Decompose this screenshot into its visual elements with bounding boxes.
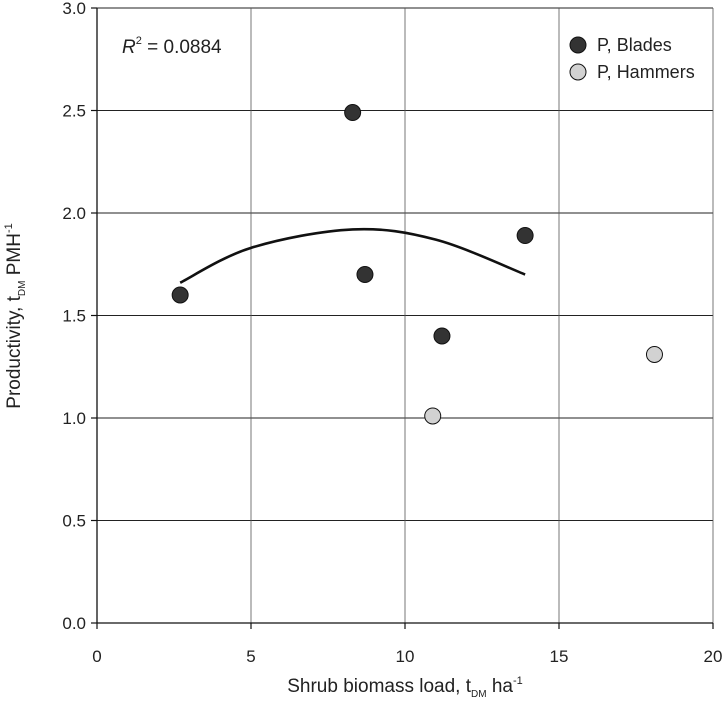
point-blades bbox=[516, 227, 534, 245]
point-hammers bbox=[645, 345, 663, 363]
point-blades bbox=[171, 286, 189, 304]
y-tick-label: 0.0 bbox=[62, 614, 86, 633]
r-squared-value: = 0.0884 bbox=[142, 37, 222, 58]
y-axis-label: Productivity, tDM PMH-1 bbox=[3, 223, 28, 408]
x-tick-label: 0 bbox=[92, 647, 101, 666]
r-squared-superscript: 2 bbox=[136, 35, 142, 47]
legend-marker-hammers bbox=[569, 63, 587, 81]
plot-frame bbox=[91, 7, 714, 629]
r-squared-annotation: R2 = 0.0884 bbox=[122, 35, 222, 58]
data-points bbox=[171, 104, 663, 425]
x-tick-label: 20 bbox=[704, 647, 722, 666]
r-symbol: R bbox=[122, 37, 136, 58]
y-tick-label: 3.0 bbox=[62, 0, 86, 18]
y-tick-label: 1.5 bbox=[62, 307, 86, 326]
point-hammers bbox=[424, 407, 442, 425]
x-tick-label: 5 bbox=[246, 647, 255, 666]
y-tick-labels: 0.0 0.5 1.0 1.5 2.0 2.5 3.0 bbox=[62, 0, 86, 633]
point-blades bbox=[356, 266, 374, 283]
x-axis-label: Shrub biomass load, tDM ha-1 bbox=[287, 675, 523, 700]
y-tick-label: 0.5 bbox=[62, 512, 86, 531]
legend-label-hammers: P, Hammers bbox=[597, 62, 695, 82]
y-tick-label: 2.0 bbox=[62, 204, 86, 223]
y-tick-label: 1.0 bbox=[62, 409, 86, 428]
point-blades bbox=[433, 327, 451, 345]
x-tick-label: 15 bbox=[550, 647, 569, 666]
legend-label-blades: P, Blades bbox=[597, 35, 672, 55]
y-tick-label: 2.5 bbox=[62, 102, 86, 121]
legend: P, Blades P, Hammers bbox=[569, 35, 695, 82]
point-blades bbox=[344, 104, 362, 122]
trendline-group bbox=[179, 227, 526, 284]
trendline bbox=[179, 227, 526, 284]
x-tick-labels: 0 5 10 15 20 bbox=[92, 647, 722, 666]
legend-marker-blades bbox=[569, 36, 587, 54]
grid bbox=[96, 7, 714, 624]
x-tick-label: 10 bbox=[396, 647, 415, 666]
